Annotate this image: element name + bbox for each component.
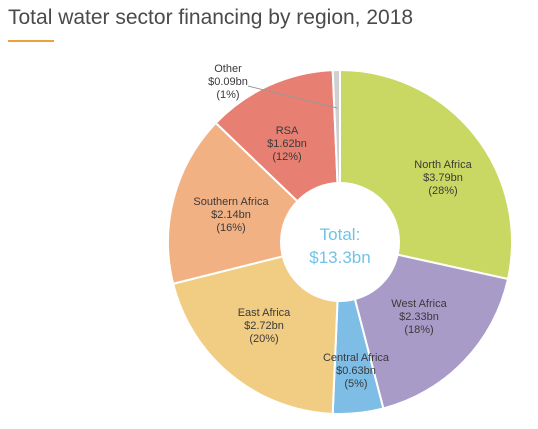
slice-label-central-africa-name: Central Africa — [323, 352, 390, 364]
slice-label-north-africa-value: $3.79bn — [423, 172, 463, 184]
slice-label-east-africa-pct: (20%) — [249, 333, 278, 345]
slice-label-southern-africa-name: Southern Africa — [193, 196, 269, 208]
slice-label-central-africa-pct: (5%) — [344, 378, 367, 390]
donut-hole — [280, 182, 400, 302]
slice-label-other-value: $0.09bn — [208, 76, 248, 88]
slice-label-rsa-name: RSA — [276, 125, 299, 137]
slice-label-southern-africa-pct: (16%) — [216, 222, 245, 234]
slice-labels: North Africa$3.79bn(28%) West Africa$2.33… — [193, 63, 472, 390]
slice-label-west-africa-pct: (18%) — [404, 324, 433, 336]
slice-label-rsa-pct: (12%) — [272, 151, 301, 163]
center-total-label: Total: — [320, 225, 361, 244]
other-leader-line — [247, 85, 338, 109]
title-underline — [8, 40, 54, 42]
slice-label-other-name: Other — [214, 63, 242, 75]
slice-label-other-pct: (1%) — [216, 89, 239, 101]
slice-label-west-africa-value: $2.33bn — [399, 311, 439, 323]
slice-label-central-africa-value: $0.63bn — [336, 365, 376, 377]
slice-label-east-africa-value: $2.72bn — [244, 320, 284, 332]
slice-label-southern-africa-value: $2.14bn — [211, 209, 251, 221]
chart-title: Total water sector financing by region, … — [8, 6, 414, 29]
slice-label-east-africa-name: East Africa — [238, 307, 291, 319]
slice-label-north-africa-name: North Africa — [414, 159, 472, 171]
slice-label-rsa-value: $1.62bn — [267, 138, 307, 150]
slice-label-west-africa-name: West Africa — [391, 298, 447, 310]
slice-label-north-africa-pct: (28%) — [428, 185, 457, 197]
center-total-value: $13.3bn — [309, 248, 370, 267]
